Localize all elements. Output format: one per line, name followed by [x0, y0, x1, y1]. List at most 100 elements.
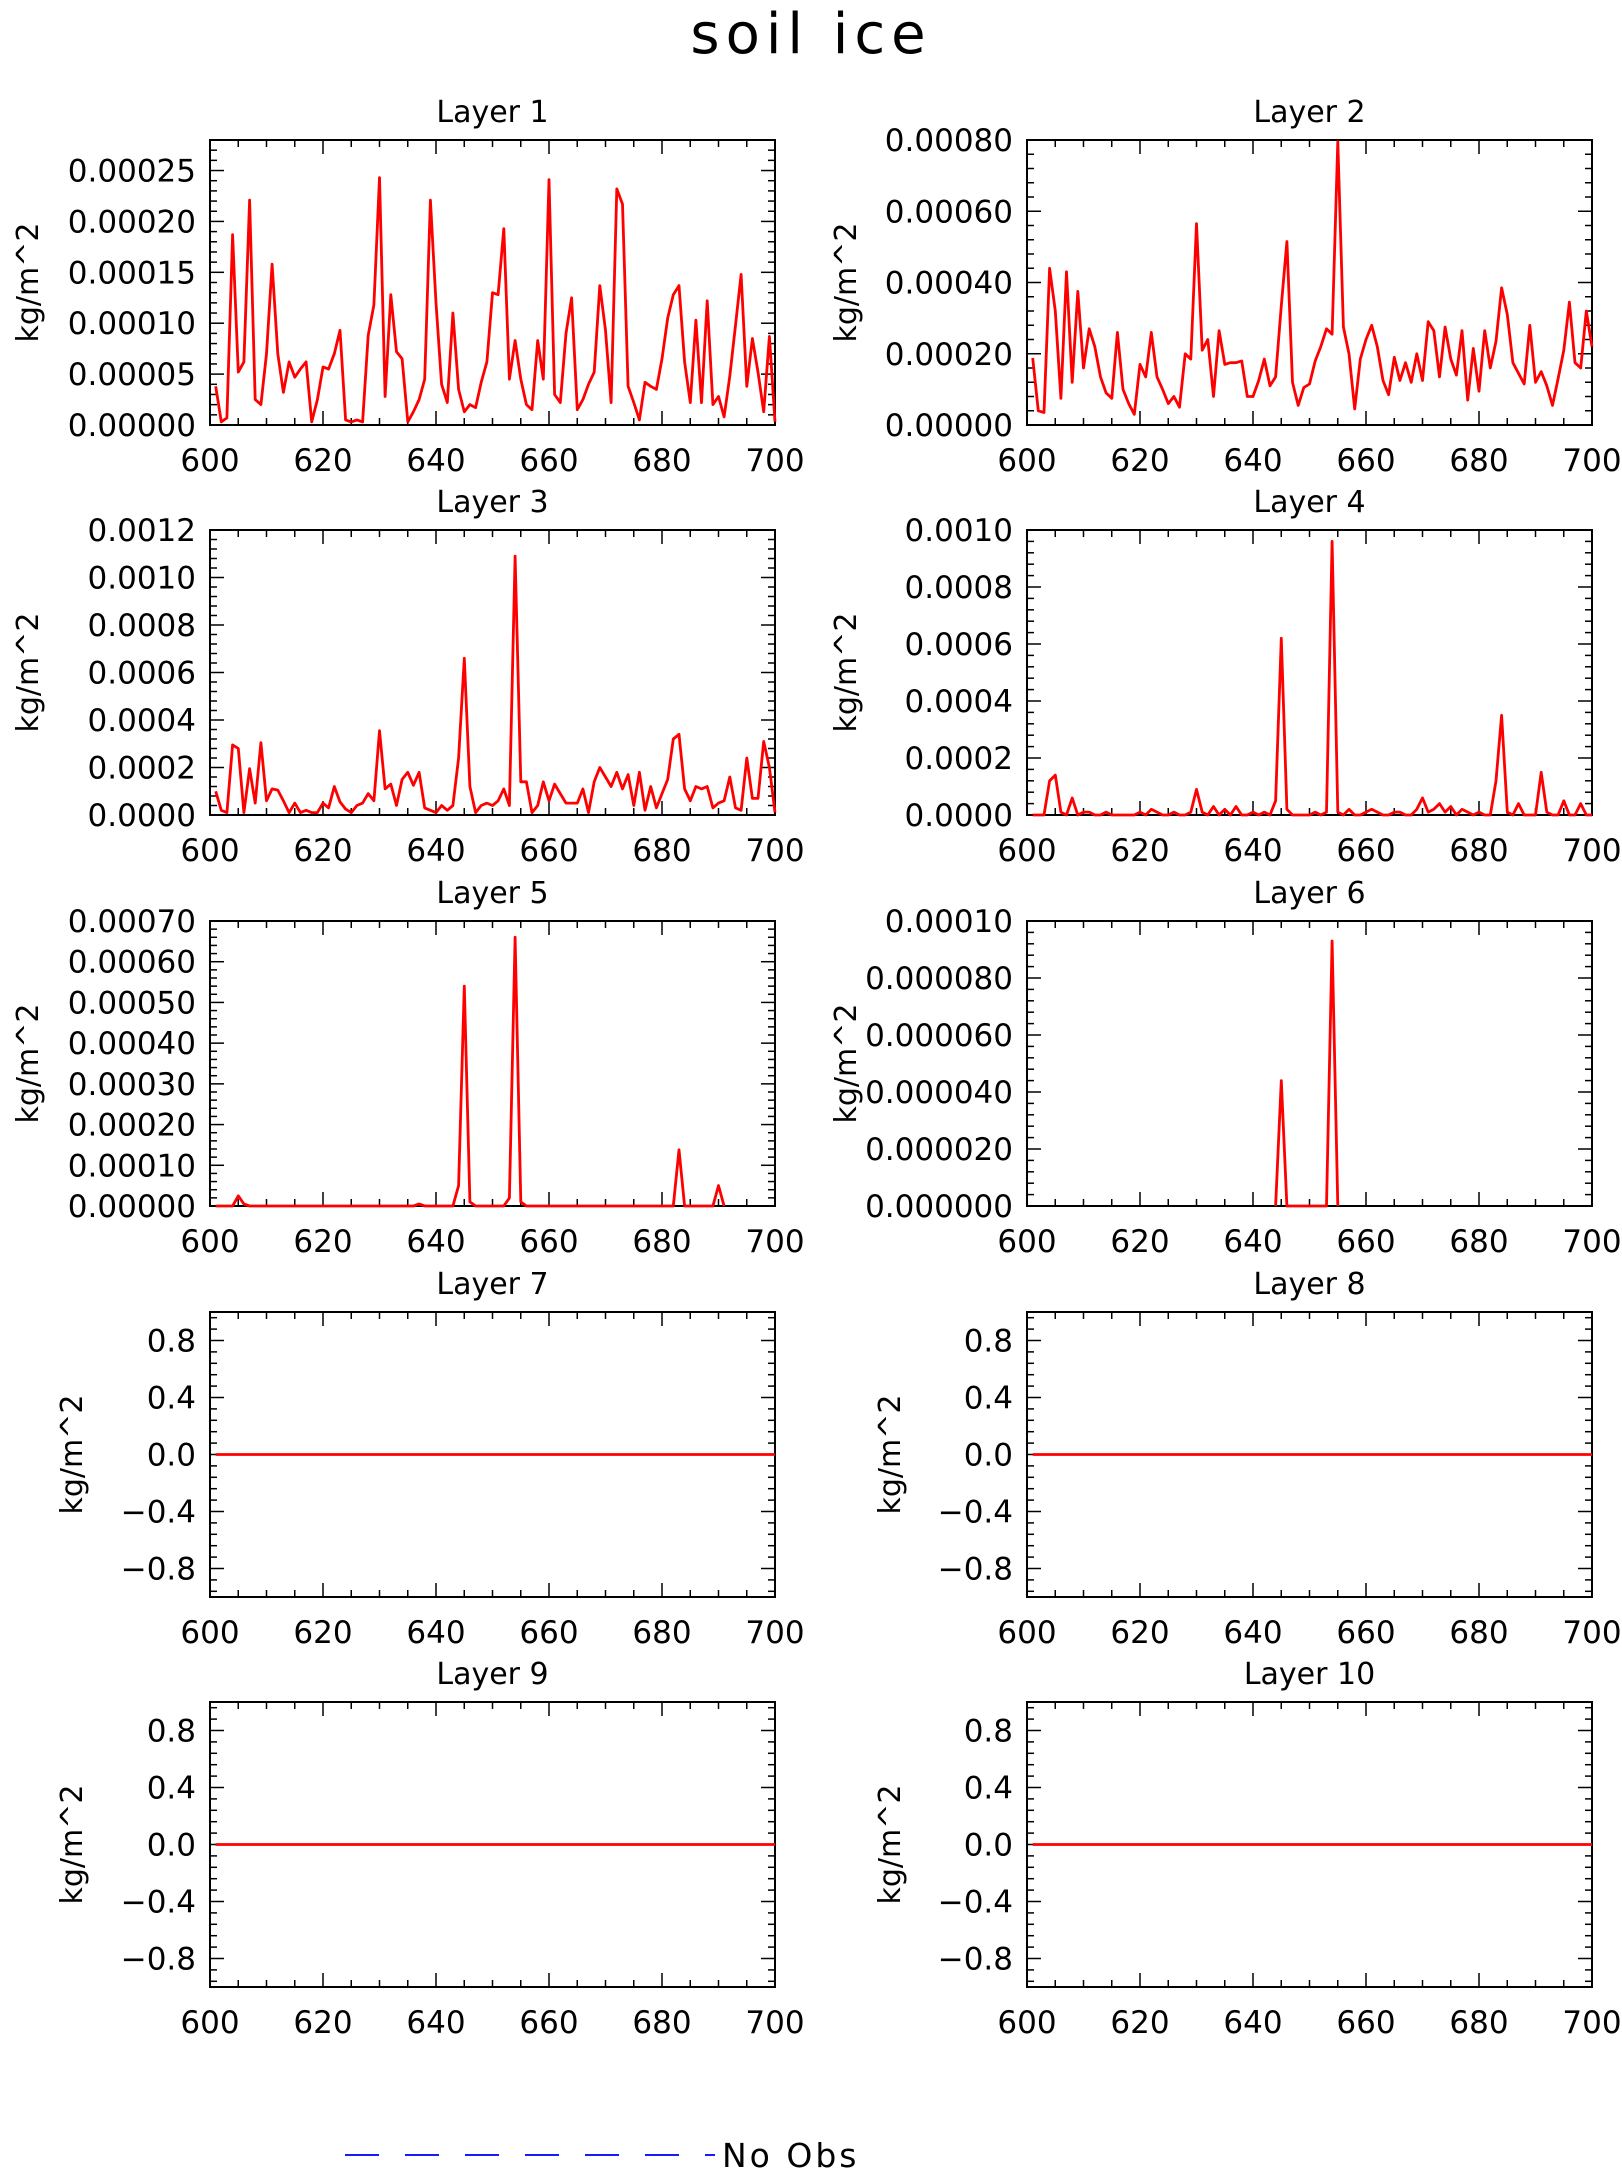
x-tick-label: 620: [293, 1224, 352, 1260]
y-tick-label: 0.00020: [68, 1108, 196, 1144]
y-axis-label: kg/m^2: [829, 613, 864, 733]
y-tick-label: 0.0002: [88, 751, 196, 787]
y-tick-label: −0.4: [938, 1885, 1013, 1921]
x-tick-label: 620: [1110, 443, 1169, 479]
panel-layer-1: Layer 1 kg/m^2 600 620 640 660 680 700 0.00000 0.…: [11, 95, 805, 479]
y-tick-label: 0.000060: [865, 1018, 1013, 1054]
y-tick-label: 0.8: [147, 1714, 196, 1750]
x-tick-label: 620: [1110, 833, 1169, 869]
y-axis-label: kg/m^2: [873, 1785, 908, 1905]
y-tick-label: 0.00000: [68, 1189, 196, 1225]
x-tick-label: 620: [293, 1615, 352, 1651]
y-tick-label: 0.0: [964, 1828, 1013, 1864]
y-axis-label: kg/m^2: [829, 1004, 864, 1124]
series-line-layer-6: [1274, 939, 1340, 1208]
panel-layer-2: Layer 2 kg/m^2 600 620 640 660 680 700 0.00000 0.…: [829, 95, 1622, 479]
y-tick-label: 0.0010: [905, 513, 1013, 549]
y-tick-label: 0.0: [964, 1438, 1013, 1474]
y-axis-label: kg/m^2: [829, 223, 864, 343]
x-tick-label: 660: [1336, 833, 1395, 869]
plot-frame: [1026, 529, 1593, 816]
y-axis-label: kg/m^2: [873, 1395, 908, 1515]
panel-layer-10: Layer 10 kg/m^2 600 620 640 660 680 700 −0.8 −0.4…: [873, 1657, 1622, 2041]
panel-layer-6: Layer 6 kg/m^2 600 620 640 660 680 700 0.000000 0…: [829, 876, 1622, 1260]
y-tick-label: 0.0: [147, 1438, 196, 1474]
y-tick-label: 0.00080: [885, 123, 1013, 159]
x-tick-label: 680: [1449, 833, 1508, 869]
x-tick-label: 620: [293, 443, 352, 479]
x-tick-label: 680: [632, 2005, 691, 2041]
y-tick-label: 0.0000: [88, 798, 196, 834]
x-tick-label: 640: [1223, 1615, 1282, 1651]
x-tick-label: 700: [1562, 2005, 1621, 2041]
x-tick-label: 680: [632, 443, 691, 479]
y-tick-label: 0.00000: [885, 408, 1013, 444]
x-tick-label: 660: [519, 1224, 578, 1260]
x-tick-label: 680: [632, 833, 691, 869]
y-tick-label: 0.0010: [88, 561, 196, 597]
panel-layer-5: Layer 5 kg/m^2 600 620 640 660 680 700 0.00000 0.…: [11, 876, 805, 1260]
panel-title: Layer 6: [1253, 876, 1365, 911]
panel-title: Layer 8: [1253, 1267, 1365, 1302]
x-tick-label: 680: [1449, 1224, 1508, 1260]
x-tick-label: 600: [997, 833, 1056, 869]
y-tick-label: 0.000040: [865, 1075, 1013, 1111]
y-tick-label: 0.0006: [88, 656, 196, 692]
x-tick-label: 640: [406, 443, 465, 479]
x-tick-label: 700: [1562, 833, 1621, 869]
y-tick-label: −0.4: [938, 1495, 1013, 1531]
x-tick-label: 660: [1336, 1615, 1395, 1651]
x-tick-label: 680: [1449, 443, 1508, 479]
panel-layer-9: Layer 9 kg/m^2 600 620 640 660 680 700 −0.8 −0.4 0…: [55, 1657, 805, 2041]
x-tick-label: 600: [997, 1615, 1056, 1651]
y-axis-label: kg/m^2: [11, 223, 46, 343]
x-tick-label: 640: [1223, 2005, 1282, 2041]
y-tick-label: 0.00010: [68, 306, 196, 342]
x-tick-label: 700: [745, 443, 804, 479]
x-tick-label: 700: [745, 2005, 804, 2041]
x-tick-label: 660: [519, 2005, 578, 2041]
x-tick-label: 640: [406, 2005, 465, 2041]
y-tick-label: 0.0008: [88, 608, 196, 644]
x-tick-label: 600: [180, 2005, 239, 2041]
panel-title: Layer 7: [436, 1267, 548, 1302]
plot-frame: [209, 529, 776, 816]
y-axis-label: kg/m^2: [11, 1004, 46, 1124]
x-tick-label: 640: [406, 833, 465, 869]
series-line-layer-3: [214, 554, 777, 814]
x-tick-label: 680: [1449, 2005, 1508, 2041]
y-axis-label: kg/m^2: [11, 613, 46, 733]
panel-title: Layer 9: [436, 1657, 548, 1692]
panel-title: Layer 3: [436, 485, 548, 520]
y-tick-label: 0.00010: [68, 1148, 196, 1184]
y-tick-label: 0.0006: [905, 627, 1013, 663]
x-tick-label: 660: [1336, 1224, 1395, 1260]
x-tick-label: 680: [632, 1224, 691, 1260]
x-tick-label: 660: [519, 443, 578, 479]
y-tick-label: −0.8: [121, 1942, 196, 1978]
y-tick-label: 0.4: [147, 1771, 196, 1807]
x-tick-label: 700: [745, 1615, 804, 1651]
y-tick-label: 0.000080: [865, 961, 1013, 997]
plot-frame: [1026, 920, 1593, 1207]
x-tick-label: 600: [997, 443, 1056, 479]
x-tick-label: 660: [519, 1615, 578, 1651]
y-axis-label: kg/m^2: [55, 1395, 90, 1515]
y-tick-label: 0.0: [147, 1828, 196, 1864]
y-tick-label: 0.4: [964, 1381, 1013, 1417]
x-tick-label: 620: [293, 833, 352, 869]
y-tick-label: 0.00030: [68, 1067, 196, 1103]
figure-title: soil ice: [690, 2, 932, 67]
y-tick-label: −0.8: [121, 1552, 196, 1588]
y-tick-label: 0.4: [147, 1381, 196, 1417]
x-tick-label: 600: [180, 443, 239, 479]
series-line-layer-2: [1031, 140, 1594, 416]
x-tick-label: 620: [1110, 1615, 1169, 1651]
y-tick-label: 0.00070: [68, 904, 196, 940]
y-tick-label: 0.00010: [885, 904, 1013, 940]
y-tick-label: 0.00020: [885, 337, 1013, 373]
x-tick-label: 600: [997, 2005, 1056, 2041]
y-tick-label: 0.0012: [88, 513, 196, 549]
